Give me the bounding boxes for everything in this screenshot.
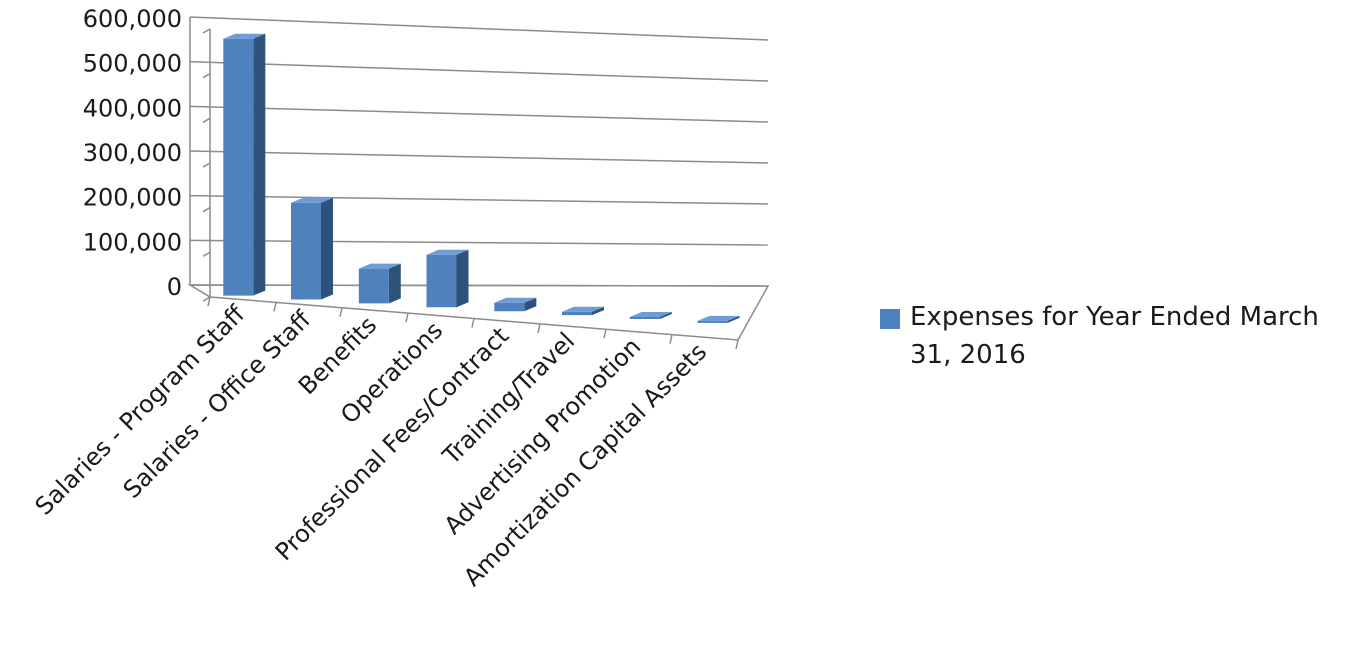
bar: [494, 297, 537, 312]
x-tick-mark: [669, 334, 673, 344]
gridline: [189, 194, 769, 205]
bar-top: [697, 315, 740, 321]
gridline: [189, 150, 769, 164]
bars: [223, 33, 740, 323]
bar-front: [291, 202, 321, 300]
y-tick-mark: [202, 162, 211, 168]
bar-side: [659, 312, 672, 319]
y-tick-label: 500,000: [83, 50, 182, 78]
y-tick-mark: [202, 251, 211, 257]
y-tick-label: 0: [167, 273, 182, 301]
chart-walls: [187, 17, 770, 341]
x-tick-mark: [603, 329, 607, 339]
bar-top: [358, 263, 401, 269]
bar-side: [321, 197, 333, 300]
gridlines: [189, 16, 769, 302]
y-tick-label: 100,000: [83, 228, 182, 256]
bar-top: [629, 312, 672, 317]
y-tick-mark: [202, 28, 211, 34]
x-tick-mark: [405, 312, 409, 323]
legend: Expenses for Year Ended March 31, 2016: [880, 298, 1350, 374]
y-tick-label: 400,000: [83, 94, 182, 122]
bar-side: [388, 263, 401, 304]
x-tick-mark: [339, 307, 343, 317]
bar-side: [456, 249, 469, 308]
bar: [223, 33, 266, 296]
gridline: [189, 239, 769, 246]
y-tick-mark: [202, 296, 211, 302]
y-axis-tick-labels: 0 100,000 200,000 300,000 400,000 500,000 600,…: [83, 5, 182, 301]
y-tick-mark: [202, 73, 211, 79]
bar: [629, 312, 672, 319]
legend-swatch: [880, 309, 900, 329]
x-tick-mark: [735, 339, 739, 350]
bar-side: [253, 33, 266, 296]
gridline: [189, 284, 769, 287]
bar-side: [727, 315, 740, 323]
y-tick-mark: [202, 117, 211, 123]
bar: [426, 249, 469, 308]
bar-front: [494, 302, 525, 312]
bar-front: [629, 317, 660, 319]
bar-top: [494, 297, 537, 303]
bar-front: [697, 320, 728, 323]
y-tick-label: 600,000: [83, 5, 182, 33]
bar-front: [358, 268, 389, 304]
bar-front: [426, 254, 457, 308]
y-tick-mark: [202, 207, 211, 213]
gridline: [189, 16, 769, 41]
x-tick-mark: [207, 296, 211, 307]
bar-top: [562, 306, 604, 312]
bar: [562, 306, 604, 316]
bar: [291, 197, 333, 300]
bar-top: [426, 249, 469, 255]
gridline: [189, 105, 769, 123]
bar-top: [223, 33, 266, 39]
bar: [358, 263, 401, 304]
x-tick-mark: [471, 318, 475, 328]
bar-side: [524, 297, 537, 312]
bar: [697, 315, 740, 323]
y-tick-label: 200,000: [83, 184, 182, 212]
y-tick-label: 300,000: [83, 139, 182, 167]
x-tick-mark: [537, 323, 541, 334]
gridline: [189, 60, 769, 82]
legend-label: Expenses for Year Ended March 31, 2016: [910, 302, 1319, 370]
x-tick-mark: [273, 302, 277, 312]
bar-top: [291, 197, 333, 203]
bar-front: [562, 311, 592, 316]
bar-front: [223, 38, 254, 296]
bar-side: [592, 306, 604, 316]
